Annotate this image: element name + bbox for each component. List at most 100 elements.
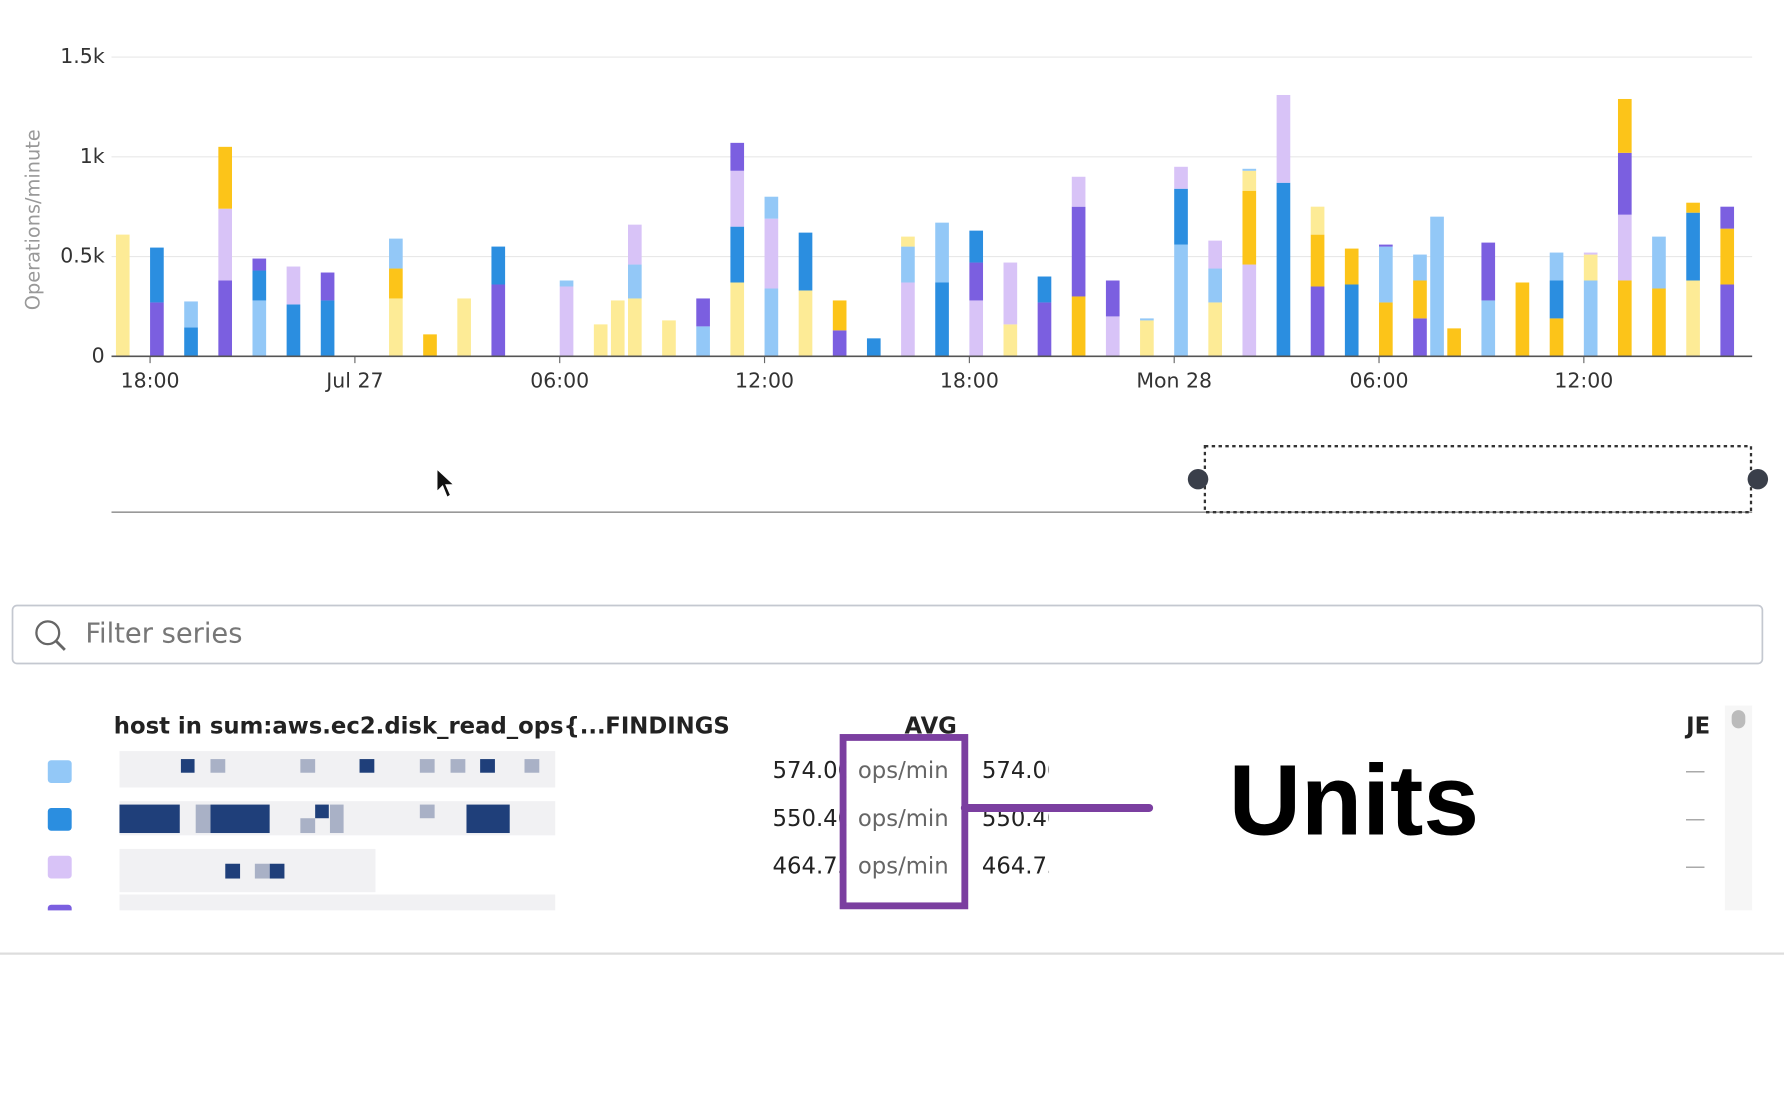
filter-box[interactable]: Filter series <box>11 604 1764 665</box>
bar-segment <box>730 170 745 227</box>
bar-segment <box>1003 262 1018 325</box>
bar-segment <box>286 304 301 357</box>
bar-segment <box>559 280 574 287</box>
table-fade <box>0 910 1784 956</box>
bar-segment <box>1276 94 1291 183</box>
bar-segment <box>184 301 198 328</box>
bar-segment <box>662 320 676 357</box>
avg-value: 574.00 <box>773 758 853 784</box>
bar-segment <box>491 284 506 357</box>
bar-segment <box>1583 252 1598 255</box>
redacted-hosts <box>119 751 556 911</box>
bar-segment <box>1720 284 1735 357</box>
bar-segment <box>798 290 813 357</box>
bar-segment <box>389 238 403 269</box>
bar-segment <box>115 234 130 357</box>
column-header: FINDINGS <box>605 714 730 740</box>
bar-segment <box>1174 244 1188 357</box>
dash: — <box>1685 759 1705 783</box>
column-header: JE <box>1684 714 1710 740</box>
bar-segment <box>1140 320 1154 357</box>
x-tick-label: 18:00 <box>121 368 180 392</box>
dash: — <box>1685 854 1705 878</box>
scroll-thumb[interactable] <box>1731 710 1746 729</box>
bar-segment <box>1071 206 1086 297</box>
bar-segment <box>1242 170 1257 191</box>
bar-segment <box>969 262 984 301</box>
bar-segment <box>1208 240 1222 269</box>
bar-segment <box>1003 324 1018 357</box>
bar-segment <box>1379 244 1393 247</box>
swatch <box>47 760 72 783</box>
bar-segment <box>1720 206 1735 229</box>
bar-segment <box>1430 216 1444 357</box>
filter-placeholder[interactable]: Filter series <box>85 619 242 650</box>
bar-segment <box>1344 284 1359 357</box>
bar-segment <box>832 300 847 331</box>
bar-segment <box>1617 280 1632 357</box>
bar-segment <box>1379 302 1393 357</box>
bar-segment <box>218 280 233 357</box>
bar-segment <box>1617 152 1632 215</box>
bar-segment <box>969 300 984 357</box>
column-header: host in sum:aws.ec2.disk_read_ops{... <box>114 714 606 740</box>
bar-segment <box>389 298 403 357</box>
bar-segment <box>1071 296 1086 357</box>
bar-segment <box>252 258 267 271</box>
bar-segment <box>1071 176 1086 207</box>
bar-segment <box>1652 236 1666 289</box>
x-tick-label: 12:00 <box>1554 368 1613 392</box>
bar-segment <box>901 236 915 247</box>
value: 464.75 <box>982 854 1062 880</box>
bar-segment <box>832 330 847 357</box>
bar-segment <box>1617 214 1632 281</box>
bar-segment <box>1140 318 1154 321</box>
y-tick-label: 0 <box>92 343 105 367</box>
bar-segment <box>627 298 642 357</box>
scrollbar[interactable] <box>1724 705 1753 911</box>
bar-segment <box>764 288 779 357</box>
bar-segment <box>1242 264 1257 357</box>
x-tick-label: 06:00 <box>1350 368 1409 392</box>
bar-segment <box>1310 234 1325 287</box>
bar-segment <box>1105 316 1120 357</box>
bar-segment <box>218 146 233 209</box>
bar-segment <box>866 338 881 357</box>
annotation-box <box>839 734 969 910</box>
bar-segment <box>593 324 608 357</box>
bar-segment <box>1037 276 1052 303</box>
bar-segment <box>1583 280 1598 357</box>
bar-segment <box>150 302 164 357</box>
bar-segment <box>1208 302 1222 357</box>
bar-segment <box>320 300 335 357</box>
annotation: Units <box>839 734 1479 910</box>
bar-segment <box>1208 268 1222 303</box>
bar-segment <box>150 247 164 303</box>
bar-segment <box>252 270 267 301</box>
y-axis-label: Operations/minute <box>22 129 45 310</box>
y-tick-label: 1.5k <box>60 44 105 68</box>
bar-segment <box>1686 202 1700 213</box>
bar-segment <box>1720 228 1735 285</box>
bar-segment <box>1242 190 1257 265</box>
avg-value: 550.40 <box>773 806 853 832</box>
bar-segment <box>696 298 710 327</box>
bar-segment <box>1549 252 1564 281</box>
bar-segment <box>730 226 745 283</box>
bar-segment <box>559 286 574 357</box>
bar-segment <box>184 327 198 357</box>
navigator <box>111 445 1769 514</box>
x-tick-label: 18:00 <box>940 368 999 392</box>
bar-segment <box>1276 182 1291 357</box>
annotation-text: Units <box>1229 744 1479 856</box>
x-tick-label: 06:00 <box>530 368 589 392</box>
bar-segment <box>1447 328 1461 357</box>
bar-segment <box>901 282 915 357</box>
bar-segment <box>286 266 301 305</box>
bar-segment <box>901 246 915 283</box>
x-tick-label: Jul 27 <box>324 368 383 392</box>
bar-segment <box>610 300 625 357</box>
bar-segment <box>1549 280 1564 319</box>
bar-segment <box>730 142 745 171</box>
